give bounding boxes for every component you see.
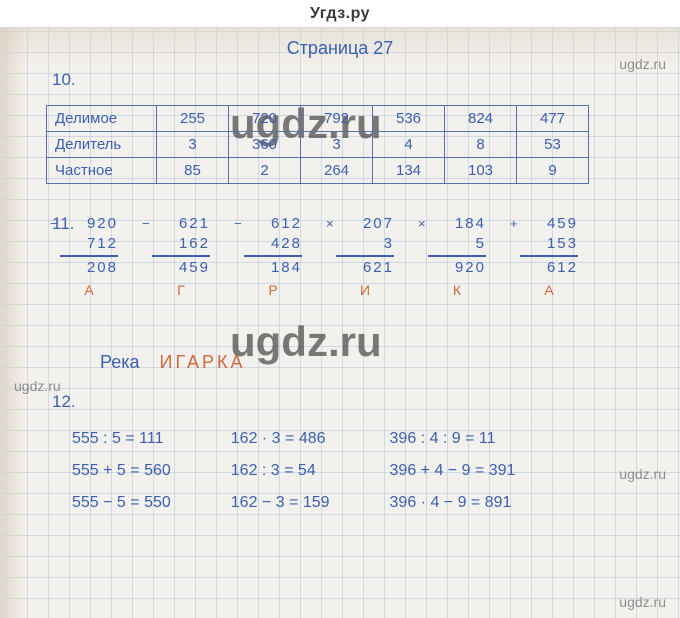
operand-top: 207 — [363, 214, 394, 234]
operand-top: 920 — [87, 214, 118, 234]
equation: 396 · 4 − 9 = 891 — [390, 494, 516, 512]
division-table: Делимое 255 720 792 536 824 477 Делитель… — [46, 105, 589, 184]
result: 208 — [87, 258, 118, 278]
operator: × — [326, 214, 334, 234]
operand-bottom: 3 — [384, 234, 394, 254]
answer-letter: И — [360, 280, 370, 300]
operand-top: 621 — [179, 214, 210, 234]
site-name: Угдз.ру — [310, 5, 370, 23]
operand-bottom: 162 — [179, 234, 210, 254]
arithmetic-column: ×2073621И — [336, 214, 394, 300]
table-cell: 103 — [445, 158, 517, 184]
result: 184 — [271, 258, 302, 278]
site-header: Угдз.ру — [0, 0, 680, 28]
rule-line — [60, 255, 118, 257]
rule-line — [152, 255, 210, 257]
result: 459 — [179, 258, 210, 278]
rule-line — [428, 255, 486, 257]
equation-column: 162 · 3 = 486 162 : 3 = 54 162 − 3 = 159 — [231, 430, 330, 512]
operator: − — [234, 214, 242, 234]
row-label: Делимое — [47, 106, 157, 132]
river-answer: ИГАРКА — [160, 352, 246, 372]
arithmetic-column: −612428184Р — [244, 214, 302, 300]
result: 920 — [455, 258, 486, 278]
equation: 162 · 3 = 486 — [231, 430, 330, 448]
operator: − — [50, 214, 58, 234]
operand-top: 612 — [271, 214, 302, 234]
operand-bottom: 5 — [476, 234, 486, 254]
table-cell: 264 — [301, 158, 373, 184]
equation: 555 + 5 = 560 — [72, 462, 171, 480]
grid-background — [0, 0, 680, 618]
table-cell: 824 — [445, 106, 517, 132]
answer-letter: Г — [177, 280, 185, 300]
table-cell: 792 — [301, 106, 373, 132]
table-cell: 720 — [229, 106, 301, 132]
operand-top: 184 — [455, 214, 486, 234]
table-cell: 2 — [229, 158, 301, 184]
table-cell: 536 — [373, 106, 445, 132]
rule-line — [244, 255, 302, 257]
answer-letter: А — [84, 280, 93, 300]
operator: − — [142, 214, 150, 234]
answer-letter: А — [544, 280, 553, 300]
operand-top: 459 — [547, 214, 578, 234]
table-cell: 255 — [157, 106, 229, 132]
river-label: Река — [100, 352, 140, 372]
equation: 396 : 4 : 9 = 11 — [390, 430, 516, 448]
equation-column: 555 : 5 = 111 555 + 5 = 560 555 − 5 = 55… — [72, 430, 171, 512]
operand-bottom: 712 — [87, 234, 118, 254]
arithmetic-row: −920712208А−621162459Г−612428184Р×207362… — [60, 214, 578, 300]
table-cell: 360 — [229, 132, 301, 158]
operator: + — [510, 214, 518, 234]
answer-letter: Р — [268, 280, 277, 300]
problem-number-10: 10. — [52, 70, 76, 90]
table-cell: 4 — [373, 132, 445, 158]
equations-block: 555 : 5 = 111 555 + 5 = 560 555 − 5 = 55… — [72, 430, 515, 512]
table-cell: 8 — [445, 132, 517, 158]
rule-line — [336, 255, 394, 257]
problem-number-12: 12. — [52, 392, 76, 412]
equation-column: 396 : 4 : 9 = 11 396 + 4 − 9 = 391 396 ·… — [390, 430, 516, 512]
table-cell: 53 — [517, 132, 589, 158]
equation: 162 − 3 = 159 — [231, 494, 330, 512]
equation: 555 − 5 = 550 — [72, 494, 171, 512]
page-title: Страница 27 — [0, 38, 680, 59]
equation: 162 : 3 = 54 — [231, 462, 330, 480]
answer-letter: К — [453, 280, 461, 300]
arithmetic-column: +459153612А — [520, 214, 578, 300]
operand-bottom: 428 — [271, 234, 302, 254]
equation: 396 + 4 − 9 = 391 — [390, 462, 516, 480]
row-label: Делитель — [47, 132, 157, 158]
table-cell: 3 — [157, 132, 229, 158]
rule-line — [520, 255, 578, 257]
river-line: Река ИГАРКА — [100, 352, 246, 373]
operand-bottom: 153 — [547, 234, 578, 254]
table-cell: 9 — [517, 158, 589, 184]
row-label: Частное — [47, 158, 157, 184]
arithmetic-column: −621162459Г — [152, 214, 210, 300]
table-cell: 477 — [517, 106, 589, 132]
result: 621 — [363, 258, 394, 278]
table-row: Делитель 3 360 3 4 8 53 — [47, 132, 589, 158]
operator: × — [418, 214, 426, 234]
table-row: Делимое 255 720 792 536 824 477 — [47, 106, 589, 132]
arithmetic-column: ×1845920К — [428, 214, 486, 300]
arithmetic-column: −920712208А — [60, 214, 118, 300]
table-cell: 85 — [157, 158, 229, 184]
table-row: Частное 85 2 264 134 103 9 — [47, 158, 589, 184]
equation: 555 : 5 = 111 — [72, 430, 171, 448]
result: 612 — [547, 258, 578, 278]
table-cell: 3 — [301, 132, 373, 158]
table-cell: 134 — [373, 158, 445, 184]
